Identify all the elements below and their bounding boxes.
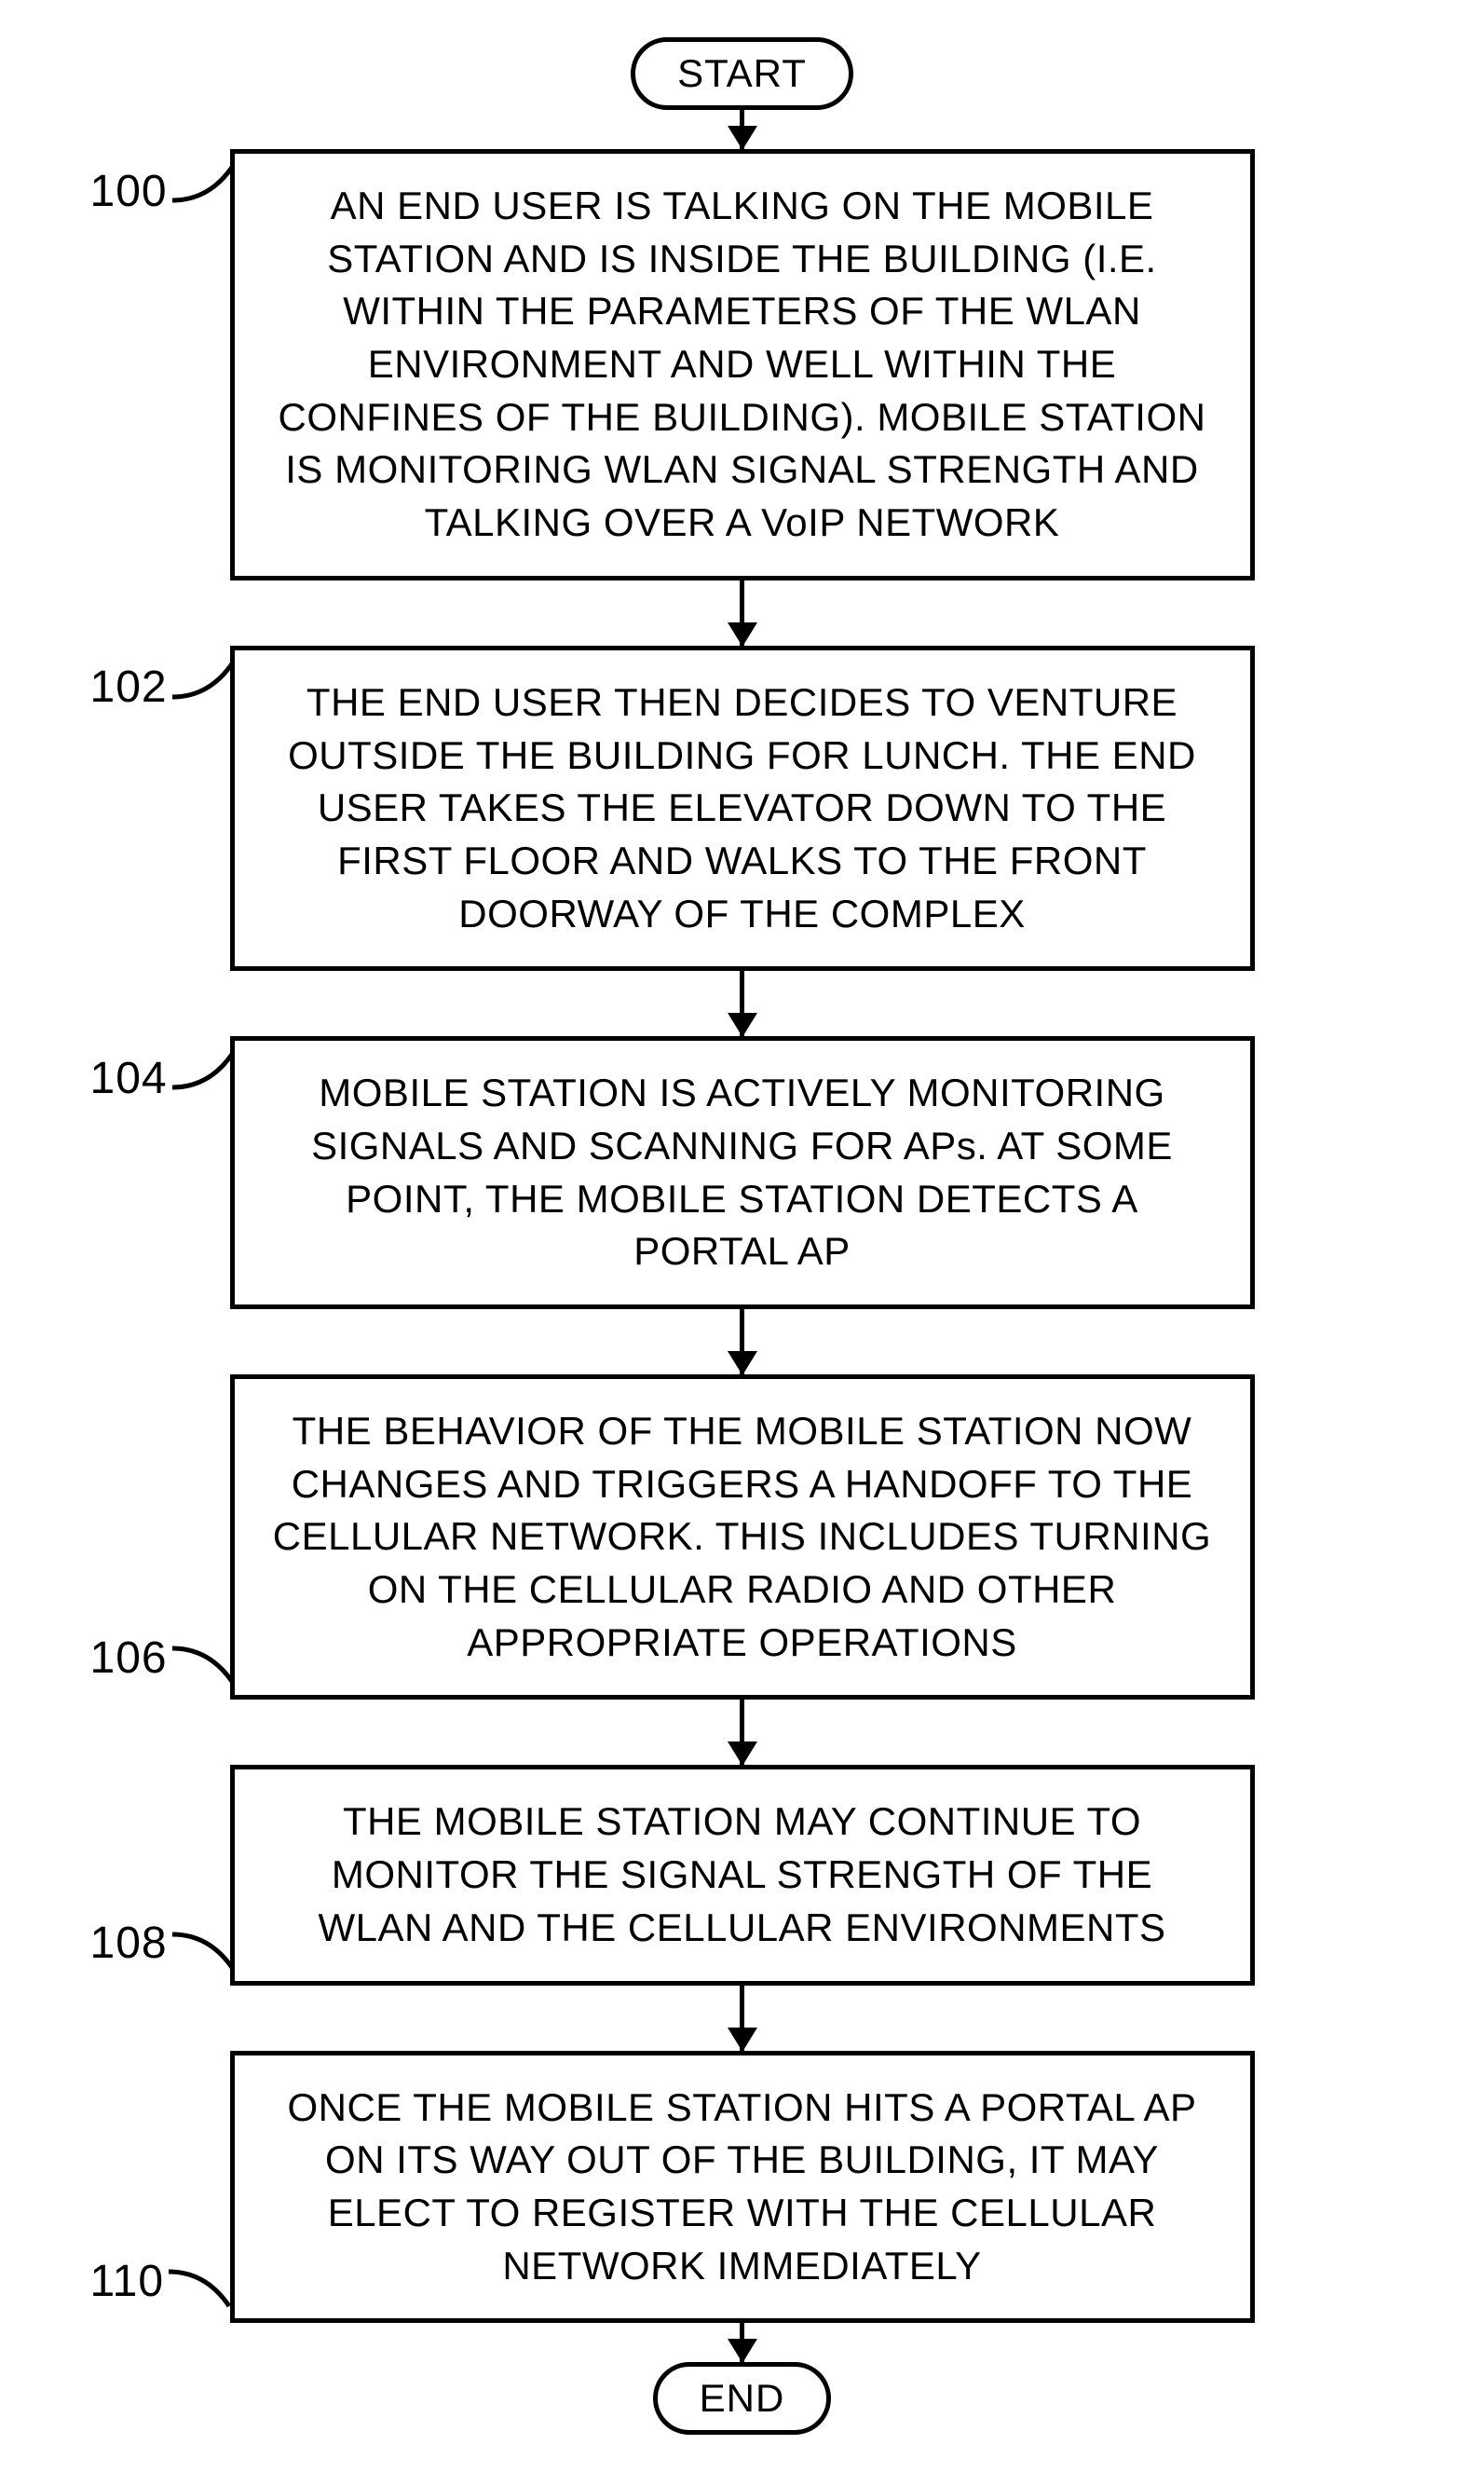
process-box: AN END USER IS TALKING ON THE MOBILE STA… [230, 149, 1255, 580]
process-box: THE BEHAVIOR OF THE MOBILE STATION NOW C… [230, 1374, 1255, 1700]
arrow [740, 1700, 744, 1765]
ref-number: 106 [90, 1632, 168, 1684]
step-row: 110 ONCE THE MOBILE STATION HITS A PORTA… [90, 2051, 1395, 2324]
ref-number: 102 [90, 662, 168, 713]
ref-label: 104 [90, 1045, 242, 1111]
flowchart-container: START 100 AN END USER IS TALKING ON THE … [90, 37, 1395, 2435]
connector-line [168, 1045, 242, 1111]
ref-number: 108 [90, 1918, 168, 1969]
connector-line [164, 2248, 238, 2314]
arrow [740, 971, 744, 1036]
arrow [740, 580, 744, 646]
connector-line [168, 1911, 242, 1976]
arrow [740, 2323, 744, 2362]
arrow [740, 1309, 744, 1374]
process-box: ONCE THE MOBILE STATION HITS A PORTAL AP… [230, 2051, 1255, 2324]
ref-label: 110 [90, 2248, 239, 2314]
connector-line [168, 655, 242, 720]
end-terminator: END [653, 2362, 832, 2435]
ref-number: 100 [90, 166, 168, 217]
process-box: THE MOBILE STATION MAY CONTINUE TO MONIT… [230, 1765, 1255, 1985]
ref-label: 100 [90, 158, 242, 224]
step-row: 102 THE END USER THEN DECIDES TO VENTURE… [90, 646, 1395, 971]
ref-number: 104 [90, 1053, 168, 1104]
connector-line [168, 158, 242, 224]
step-row: 106 THE BEHAVIOR OF THE MOBILE STATION N… [90, 1374, 1395, 1700]
ref-label: 108 [90, 1911, 242, 1976]
start-terminator: START [631, 37, 853, 110]
ref-label: 106 [90, 1625, 242, 1690]
ref-number: 110 [90, 2256, 165, 2307]
step-row: 100 AN END USER IS TALKING ON THE MOBILE… [90, 149, 1395, 580]
step-row: 108 THE MOBILE STATION MAY CONTINUE TO M… [90, 1765, 1395, 1985]
process-box: MOBILE STATION IS ACTIVELY MONITORING SI… [230, 1036, 1255, 1309]
arrow [740, 1986, 744, 2051]
step-row: 104 MOBILE STATION IS ACTIVELY MONITORIN… [90, 1036, 1395, 1309]
process-box: THE END USER THEN DECIDES TO VENTURE OUT… [230, 646, 1255, 971]
arrow [740, 110, 744, 149]
connector-line [168, 1625, 242, 1690]
ref-label: 102 [90, 655, 242, 720]
